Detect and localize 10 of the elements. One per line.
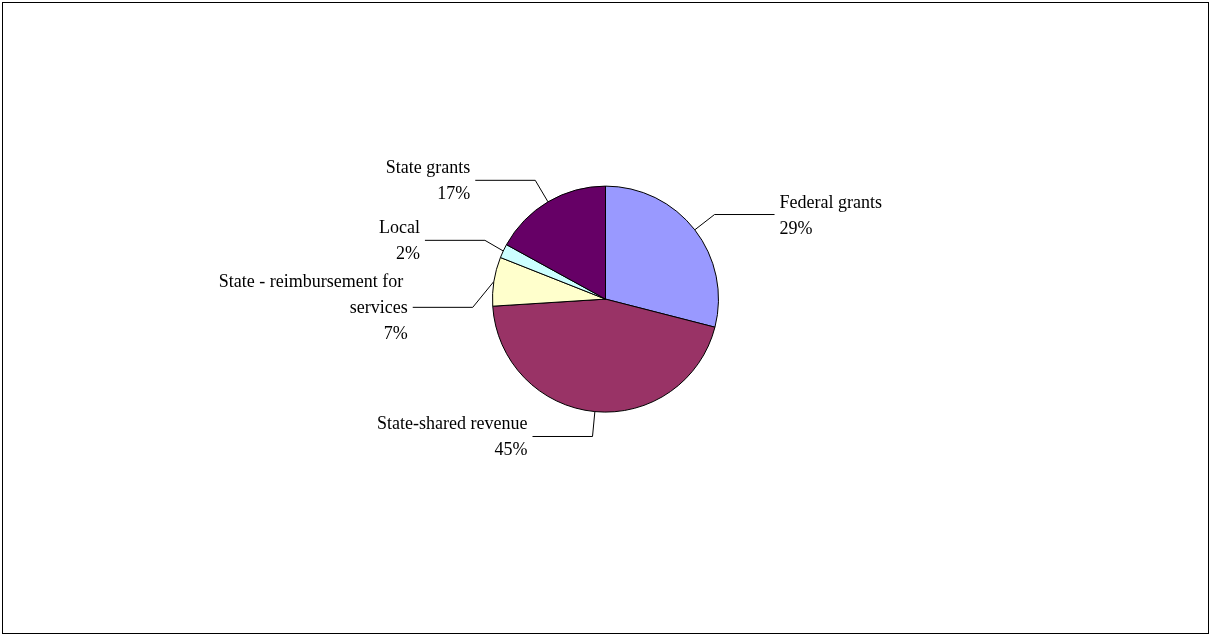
data-label: 29% xyxy=(779,217,813,238)
slice-label: Federal grants xyxy=(779,191,883,212)
slice-label: State-shared revenue xyxy=(377,413,528,434)
slice-label: Local xyxy=(378,217,420,238)
data-label: 7% xyxy=(383,323,408,344)
data-label: 45% xyxy=(494,439,528,460)
slice-label: State - reimbursement for services xyxy=(218,271,408,318)
data-label: 2% xyxy=(395,243,420,264)
data-label: 17% xyxy=(437,183,471,204)
slice-label: State grants xyxy=(385,157,471,178)
